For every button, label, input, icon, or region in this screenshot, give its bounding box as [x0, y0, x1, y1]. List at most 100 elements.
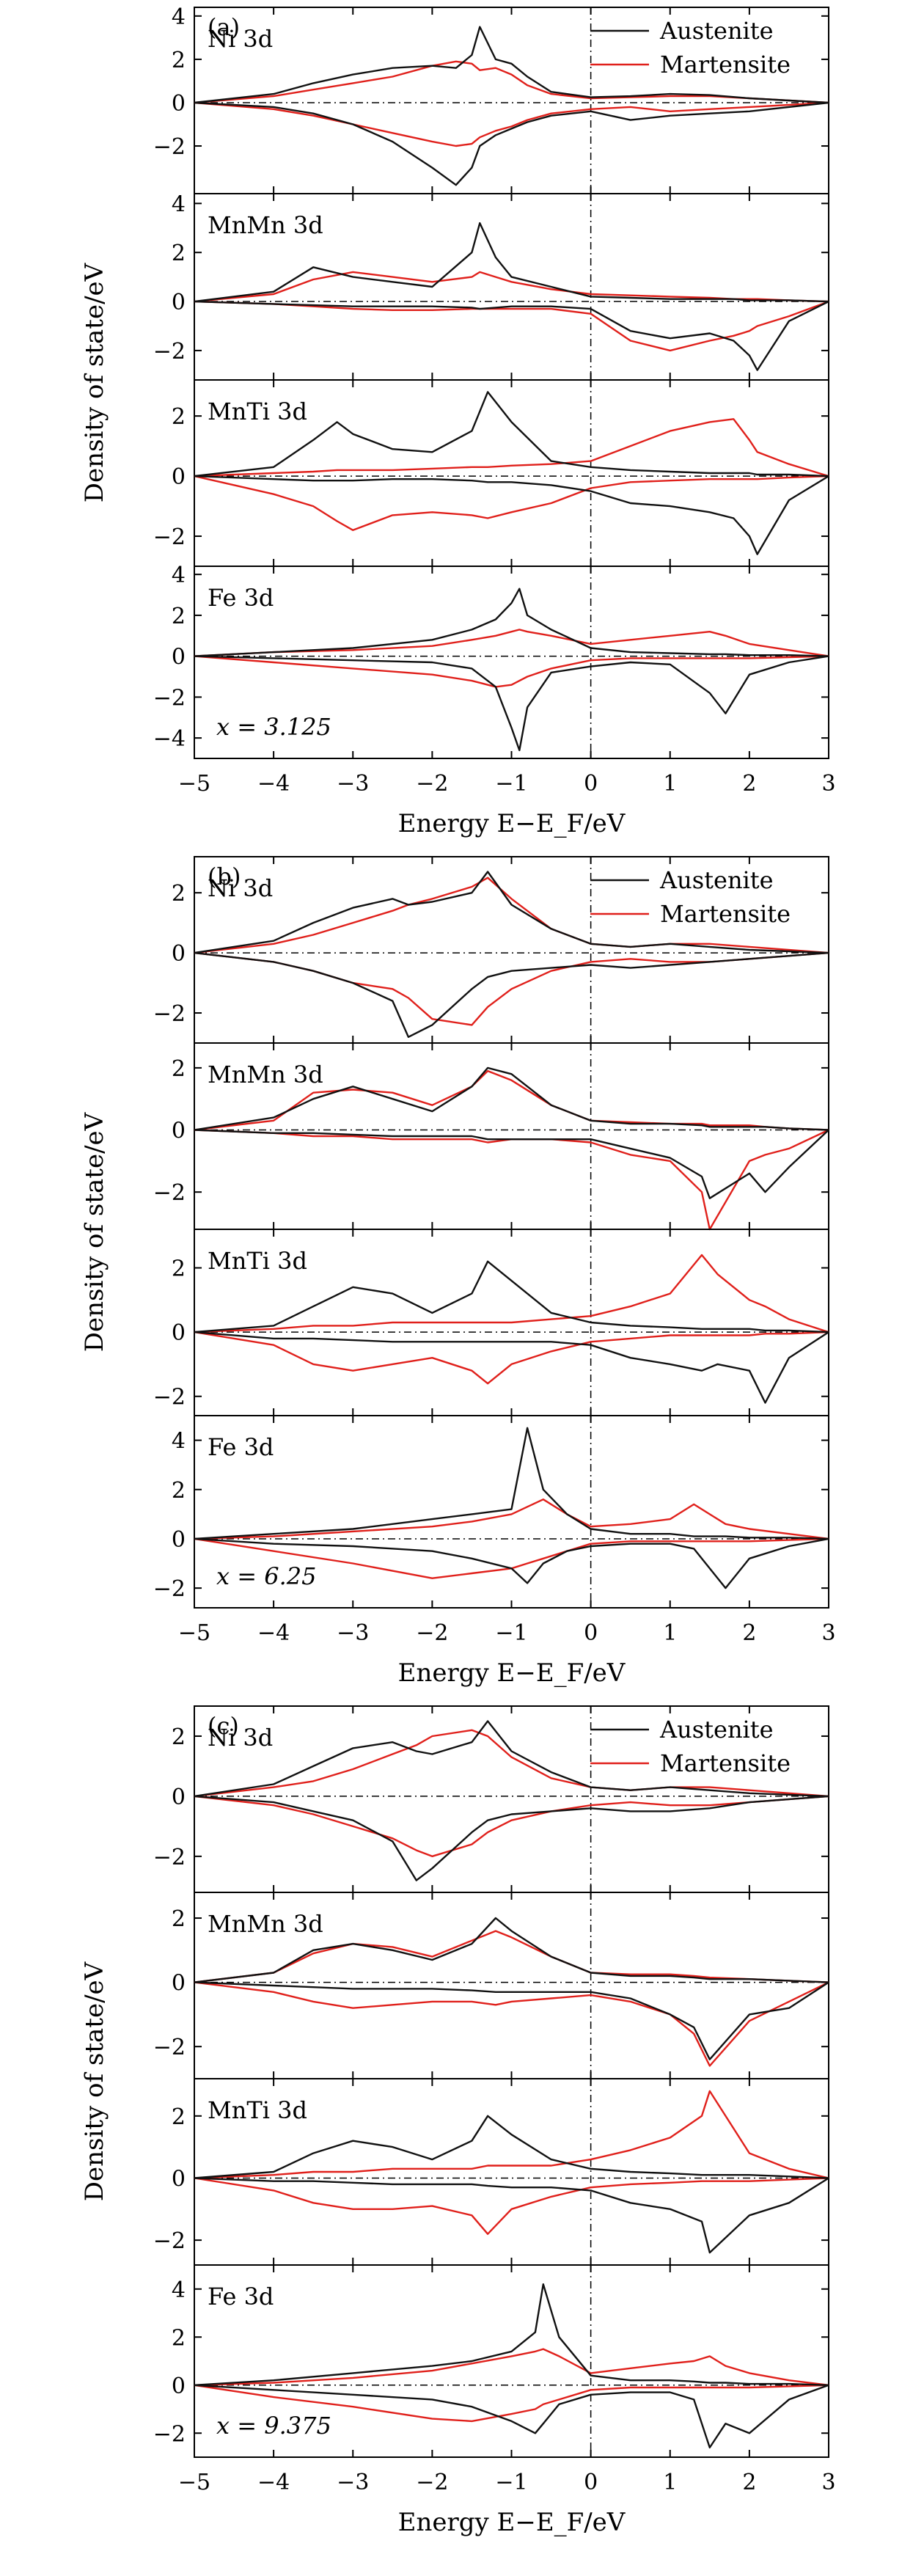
- y-tick-label: 0: [172, 91, 186, 117]
- legend-label-austenite: Austenite: [659, 17, 774, 45]
- y-tick-label: 2: [172, 2325, 186, 2351]
- series-line-austenite-spin-up: [194, 2115, 829, 2179]
- y-tick-label: 0: [172, 1971, 186, 1997]
- subplot-fe-3d: −2 0 2 4 Fe 3d: [153, 2264, 829, 2458]
- series-line-austenite-spin-up: [194, 2283, 829, 2386]
- y-tick-label: −2: [153, 339, 186, 365]
- x-tick-label: −3: [337, 2470, 369, 2495]
- y-tick-label: 0: [172, 464, 186, 490]
- y-tick-label: −2: [153, 1385, 186, 1410]
- y-tick-label: 2: [172, 241, 186, 266]
- subplot-label: MnTi 3d: [208, 398, 307, 425]
- x-tick-label: −1: [495, 1620, 527, 1646]
- x-tick-label: −5: [178, 2470, 210, 2495]
- series-line-austenite-spin-up: [194, 1917, 829, 1983]
- subplot-fe-3d: −4 −2 0 2 4 Fe 3d: [153, 563, 829, 759]
- x-tick-label: 3: [821, 1620, 835, 1646]
- y-tick-label: 2: [172, 1256, 186, 1282]
- x-tick-label: −4: [257, 1620, 290, 1646]
- x-tick-label: 0: [584, 771, 598, 797]
- x-tick-label: −2: [416, 1620, 448, 1646]
- y-tick-label: 2: [172, 1906, 186, 1932]
- y-tick-label: 2: [172, 604, 186, 629]
- series-line-austenite-spin-down: [194, 2384, 829, 2449]
- y-tick-label: 0: [172, 941, 186, 967]
- y-tick-label: 0: [172, 290, 186, 315]
- legend-label-martensite: Martensite: [660, 900, 791, 928]
- x-tick-label: 2: [742, 771, 756, 797]
- x-tick-label: 1: [663, 1620, 677, 1646]
- y-tick-label: 0: [172, 2374, 186, 2399]
- concentration-label: x = 6.25: [216, 1562, 316, 1590]
- subplot-mnti-3d: −2 0 2 MnTi 3d: [153, 1229, 829, 1416]
- y-axis-title: Density of state/eV: [80, 262, 109, 502]
- x-tick-label: 2: [742, 1620, 756, 1646]
- y-tick-label: 2: [172, 48, 186, 73]
- series-line-martensite-spin-up: [194, 271, 829, 303]
- legend: Austenite Martensite: [590, 1716, 791, 1777]
- x-tick-label: −1: [495, 771, 527, 797]
- x-tick-label: 2: [742, 2470, 756, 2495]
- y-tick-label: −4: [153, 726, 186, 752]
- y-tick-label: −2: [153, 2421, 186, 2447]
- legend-label-austenite: Austenite: [659, 866, 774, 894]
- subplot-ni-3d: −2 0 2 Ni 3d: [153, 856, 829, 1044]
- subplot-mnmn-3d: −2 0 2 MnMn 3d: [153, 1892, 829, 2079]
- y-tick-label: 0: [172, 645, 186, 670]
- x-tick-label: −2: [416, 771, 448, 797]
- y-tick-label: −2: [153, 685, 186, 711]
- subplot-label: Ni 3d: [208, 25, 273, 53]
- x-tick-label: 1: [663, 2470, 677, 2495]
- series-line-austenite-spin-down: [194, 1537, 829, 1589]
- y-tick-label: −2: [153, 1001, 186, 1027]
- subplot-label: Fe 3d: [208, 1433, 274, 1461]
- x-axis-title: Energy E−E_F/eV: [398, 809, 626, 838]
- y-tick-label: 2: [172, 2104, 186, 2130]
- panel-a: −2 0 2 4 Ni 3d −2 0 2 4 MnMn 3d −2 0 2 MnTi 3d −4 −2 0 2 4…: [80, 4, 836, 838]
- subplot-label: MnTi 3d: [208, 1247, 307, 1275]
- subplot-mnti-3d: −2 0 2 MnTi 3d: [153, 2078, 829, 2266]
- y-tick-label: −2: [153, 1845, 186, 1870]
- x-tick-label: −5: [178, 771, 210, 797]
- x-tick-label: 1: [663, 771, 677, 797]
- subplot-label: Ni 3d: [208, 874, 273, 902]
- y-tick-label: 0: [172, 1320, 186, 1346]
- subplot-label: Fe 3d: [208, 584, 274, 612]
- x-tick-label: −4: [257, 2470, 290, 2495]
- subplot-ni-3d: −2 0 2 4 Ni 3d: [153, 4, 829, 194]
- y-tick-label: 0: [172, 1785, 186, 1810]
- subplot-mnti-3d: −2 0 2 MnTi 3d: [153, 379, 829, 567]
- series-line-martensite-spin-up: [194, 1498, 829, 1540]
- subplot-mnmn-3d: −2 0 2 MnMn 3d: [153, 1042, 829, 1231]
- y-tick-label: −2: [153, 2035, 186, 2060]
- legend: Austenite Martensite: [590, 866, 791, 928]
- subplot-label: MnTi 3d: [208, 2096, 307, 2124]
- x-tick-label: −5: [178, 1620, 210, 1646]
- y-tick-label: 4: [172, 563, 186, 588]
- series-line-martensite-spin-down: [194, 2177, 829, 2235]
- series-line-austenite-spin-up: [194, 1427, 829, 1540]
- y-axis-title: Density of state/eV: [80, 1111, 109, 1352]
- y-tick-label: 2: [172, 1478, 186, 1504]
- y-tick-label: 2: [172, 1056, 186, 1082]
- concentration-label: x = 9.375: [216, 2412, 331, 2440]
- series-line-martensite-spin-down: [194, 475, 829, 531]
- x-tick-label: 3: [821, 2470, 835, 2495]
- series-line-austenite-spin-down: [194, 655, 829, 752]
- x-axis-title: Energy E−E_F/eV: [398, 2508, 626, 2537]
- series-line-austenite-spin-down: [194, 2177, 829, 2254]
- x-tick-label: −1: [495, 2470, 527, 2495]
- subplot-label: MnMn 3d: [208, 1910, 323, 1938]
- y-tick-label: 4: [172, 191, 186, 217]
- legend-label-austenite: Austenite: [659, 1716, 774, 1743]
- panel-tag: (c): [208, 1712, 239, 1740]
- x-tick-label: −3: [337, 771, 369, 797]
- x-tick-label: −2: [416, 2470, 448, 2495]
- legend-label-martensite: Martensite: [660, 1749, 791, 1777]
- series-line-austenite-spin-up: [194, 588, 829, 657]
- x-axis-title: Energy E−E_F/eV: [398, 1658, 626, 1688]
- series-line-martensite-spin-up: [194, 629, 829, 657]
- legend: Austenite Martensite: [590, 17, 791, 78]
- x-tick-label: −3: [337, 1620, 369, 1646]
- series-line-martensite-spin-down: [194, 1981, 829, 2067]
